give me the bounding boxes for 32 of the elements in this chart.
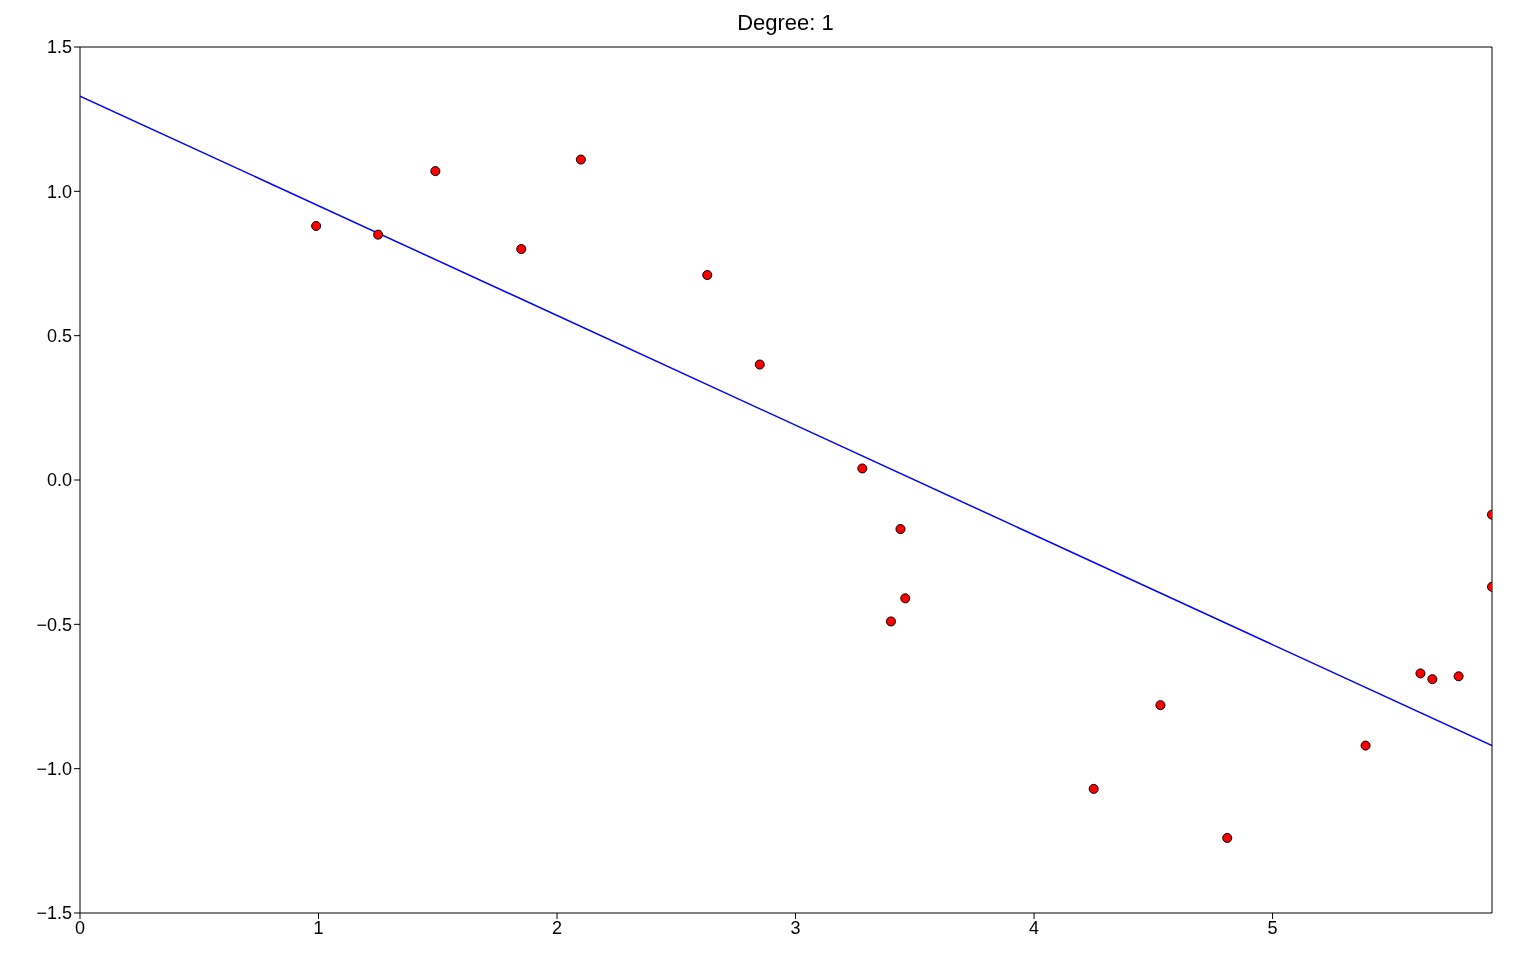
y-tick-label: −1.5 (36, 903, 72, 924)
y-tick-label: 1.0 (46, 181, 72, 202)
x-tick-label: 0 (74, 917, 86, 938)
point (1427, 674, 1438, 685)
point (1415, 668, 1426, 679)
point (516, 244, 527, 255)
y-tick-label: −0.5 (36, 614, 72, 635)
x-tick-label: 2 (552, 917, 563, 938)
point (430, 166, 441, 177)
point (1453, 671, 1464, 682)
x-tick-label: 4 (1029, 917, 1040, 938)
point (857, 463, 868, 474)
point (1360, 740, 1371, 751)
y-tick-label: 1.5 (46, 37, 72, 58)
x-tick-label: 1 (313, 917, 324, 938)
x-tick-label: 5 (1267, 917, 1278, 938)
chart-title: Degree: 1 (736, 9, 835, 37)
point (1155, 700, 1166, 711)
y-tick-label: −1.0 (36, 759, 72, 780)
x-tick-label: 3 (790, 917, 801, 938)
point (895, 524, 906, 535)
y-tick-label: 0.0 (46, 470, 72, 491)
point (885, 616, 896, 627)
point (373, 229, 384, 240)
y-tick-label: 0.5 (46, 326, 72, 347)
point (575, 154, 586, 165)
point (754, 359, 765, 370)
point (1222, 832, 1233, 843)
point (311, 220, 322, 231)
point (702, 270, 713, 281)
point (900, 593, 911, 604)
point (1088, 783, 1099, 794)
